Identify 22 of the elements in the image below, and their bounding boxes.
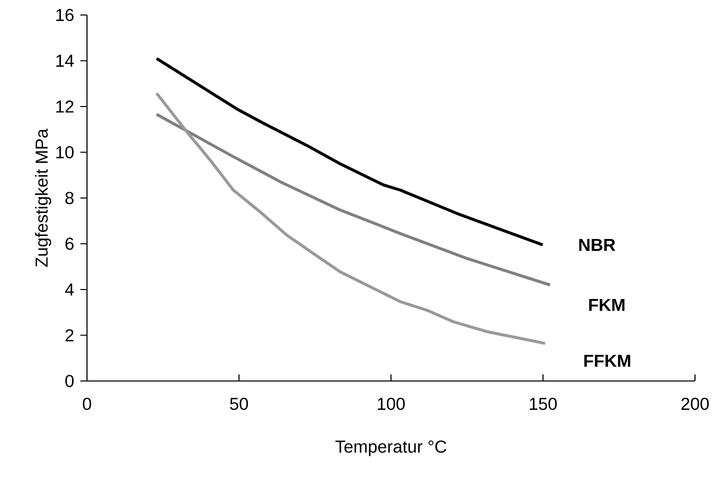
x-axis-title: Temperatur °C — [335, 440, 446, 456]
y-tick-label: 16 — [56, 8, 74, 22]
y-tick-label: 4 — [65, 284, 74, 296]
y-tick-label: 2 — [66, 329, 74, 342]
y-tick-label: 12 — [56, 100, 74, 113]
text: FFKM — [584, 354, 630, 367]
line-series — [155, 92, 547, 345]
text: NBR — [579, 238, 616, 251]
x-tick-label: 200 — [681, 398, 709, 410]
text: FKM — [589, 298, 624, 311]
x-tick-label: 100 — [378, 398, 405, 410]
x-tick-label: 50 — [230, 398, 248, 410]
x-tick-label: 0 — [82, 398, 92, 410]
y-tick-label: 8 — [65, 192, 74, 204]
line-series — [155, 112, 552, 286]
y-tick-label: 0 — [65, 374, 74, 388]
y-axis-title: Zugfestigkeit MPa — [35, 128, 52, 267]
line-series — [155, 56, 544, 246]
x-tick-label: 150 — [530, 398, 557, 410]
y-tick-label: 14 — [56, 54, 74, 67]
y-tick-label: 10 — [56, 146, 74, 158]
y-tick-label: 6 — [66, 238, 74, 250]
